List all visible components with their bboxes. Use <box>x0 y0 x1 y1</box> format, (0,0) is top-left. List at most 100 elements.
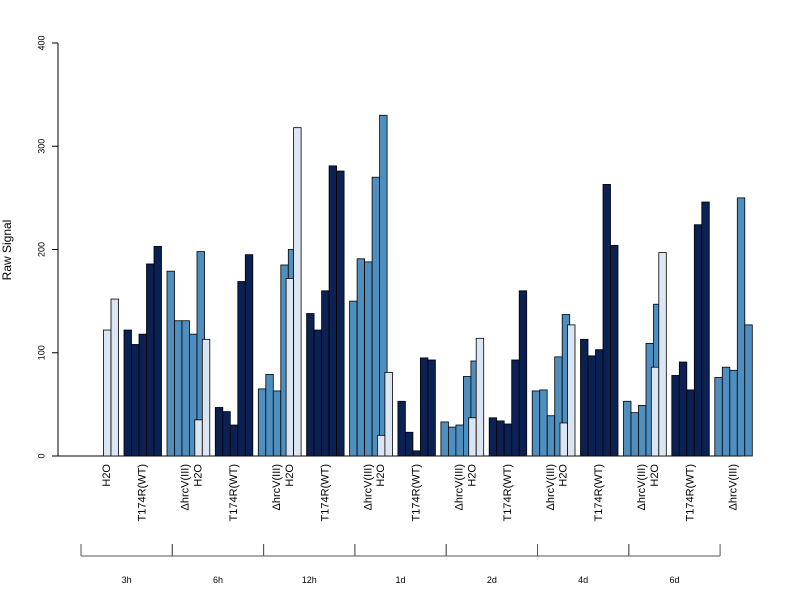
bar <box>328 165 338 457</box>
bar <box>595 349 604 457</box>
treatment-label: H2O <box>466 464 478 487</box>
bar <box>518 290 528 457</box>
bar <box>721 366 731 457</box>
bar <box>623 400 632 457</box>
bar <box>166 270 175 457</box>
treatment-label: H2O <box>192 464 204 487</box>
y-tick-label: 0 <box>36 453 46 458</box>
group-label: 1d <box>396 575 406 585</box>
bar <box>123 329 132 457</box>
treatment-label: H2O <box>558 464 570 487</box>
bar <box>447 426 457 457</box>
bar <box>153 246 162 457</box>
y-tick-label: 100 <box>36 345 46 360</box>
bar <box>580 338 589 457</box>
bar <box>567 324 576 457</box>
treatment-label: H2O <box>101 464 113 487</box>
bar <box>693 224 703 457</box>
y-tick-label: 200 <box>36 242 46 257</box>
group-label: 6h <box>213 575 223 585</box>
bar <box>440 421 449 457</box>
bar <box>638 405 647 457</box>
treatment-label: ΔhrcV(III) <box>271 464 283 510</box>
bar <box>244 254 254 457</box>
y-tick-label: 400 <box>36 35 46 50</box>
bar <box>475 337 485 457</box>
labels-layer: 0 100 200 300 400 H2O T174R(WT) ΔhrcV(III) 3h H2O… <box>36 35 739 585</box>
bar <box>412 450 421 457</box>
bar <box>110 298 119 457</box>
bar <box>678 361 688 457</box>
y-axis-title: Raw Signal <box>0 220 14 281</box>
bar <box>229 424 239 457</box>
bar <box>356 258 366 457</box>
bar <box>531 390 541 457</box>
treatment-label: ΔhrcV(III) <box>545 464 557 510</box>
treatment-label: T174R(WT) <box>228 464 240 521</box>
bar <box>257 388 267 457</box>
treatment-label: T174R(WT) <box>137 464 149 521</box>
treatment-label: T174R(WT) <box>502 464 514 521</box>
group-label: 2d <box>487 575 497 585</box>
bar <box>138 333 147 457</box>
bar <box>714 377 723 457</box>
bar <box>237 281 246 457</box>
bar <box>503 423 513 457</box>
bar <box>272 390 282 457</box>
bar <box>181 320 190 457</box>
bar <box>496 420 505 457</box>
bar <box>306 313 315 457</box>
treatment-label: H2O <box>649 464 661 487</box>
bar <box>397 400 406 457</box>
bar <box>587 355 596 457</box>
bar <box>419 357 429 457</box>
bar <box>321 290 330 457</box>
bar <box>729 369 738 457</box>
treatment-label: ΔhrcV(III) <box>454 464 466 510</box>
treatment-label: T174R(WT) <box>319 464 331 521</box>
bar <box>686 389 695 457</box>
bar <box>602 184 611 457</box>
bar <box>214 407 224 457</box>
bar <box>376 434 386 457</box>
treatment-label: ΔhrcV(III) <box>362 464 374 510</box>
y-tick-label: 300 <box>36 139 46 154</box>
treatment-label: H2O <box>375 464 387 487</box>
treatment-label: ΔhrcV(III) <box>727 464 739 510</box>
bar <box>468 417 477 457</box>
bar <box>610 244 619 457</box>
treatment-label: ΔhrcV(III) <box>636 464 648 510</box>
bars-layer <box>103 114 753 457</box>
bar <box>174 320 183 457</box>
bar <box>427 359 436 457</box>
treatment-label: H2O <box>284 464 296 487</box>
bar <box>650 366 660 457</box>
bar <box>336 170 345 457</box>
bar <box>488 417 498 457</box>
bar <box>404 431 414 457</box>
bar <box>313 329 323 457</box>
bar <box>744 324 753 457</box>
bar <box>736 197 746 457</box>
bar <box>285 278 295 457</box>
treatment-label: T174R(WT) <box>684 464 696 521</box>
bar <box>559 422 568 457</box>
bar <box>364 261 373 457</box>
bar <box>658 252 667 457</box>
bar <box>146 263 155 457</box>
bar <box>384 371 393 457</box>
bar <box>546 415 556 457</box>
bar <box>194 419 203 457</box>
group-label: 6d <box>669 575 679 585</box>
bar <box>131 344 140 457</box>
treatment-label: ΔhrcV(III) <box>180 464 192 510</box>
bar <box>265 374 274 457</box>
bar <box>222 411 231 457</box>
bar <box>349 300 358 457</box>
treatment-label: T174R(WT) <box>593 464 605 521</box>
treatment-label: T174R(WT) <box>411 464 423 521</box>
bar <box>539 389 548 457</box>
bar <box>371 176 381 457</box>
